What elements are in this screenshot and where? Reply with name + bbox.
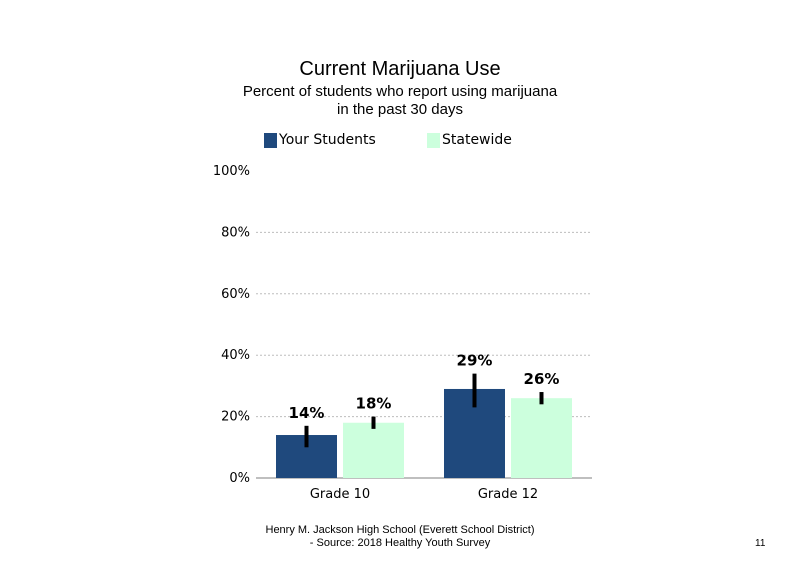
footer-school: Henry M. Jackson High School (Everett Sc… (265, 524, 535, 536)
bar (511, 398, 572, 478)
data-label: 29% (457, 352, 493, 370)
y-tick-label: 80% (221, 225, 250, 240)
y-tick-label: 20% (221, 410, 250, 425)
source-footer: Henry M. Jackson High School (Everett Sc… (250, 524, 550, 550)
footer-source: - Source: 2018 Healthy Youth Survey (309, 537, 491, 549)
y-tick-label: 60% (221, 287, 250, 302)
chart-title: Current Marijuana Use (299, 58, 501, 80)
subtitle-line-2: in the past 30 days (337, 101, 463, 118)
legend-item-statewide: Statewide (427, 132, 512, 148)
data-label: 18% (356, 395, 392, 413)
subtitle-line-1: Percent of students who report using mar… (242, 83, 558, 100)
y-tick-label: 0% (229, 471, 250, 486)
x-tick-label: Grade 12 (478, 487, 538, 502)
legend-swatch-your-students (264, 132, 277, 148)
legend-label-statewide: Statewide (442, 132, 512, 148)
y-tick-label: 100% (213, 164, 250, 179)
legend-label-your-students: Your Students (279, 132, 376, 148)
bar (343, 422, 404, 478)
page-number: 11 (755, 538, 766, 549)
legend-item-your-students: Your Students (264, 132, 376, 148)
data-label: 26% (524, 370, 560, 388)
chart-subtitle: Percent of students who report using mar… (0, 83, 800, 119)
x-tick-label: Grade 10 (310, 487, 370, 502)
data-label: 14% (289, 404, 325, 422)
y-tick-label: 40% (221, 348, 250, 363)
legend-swatch-statewide (427, 132, 440, 148)
